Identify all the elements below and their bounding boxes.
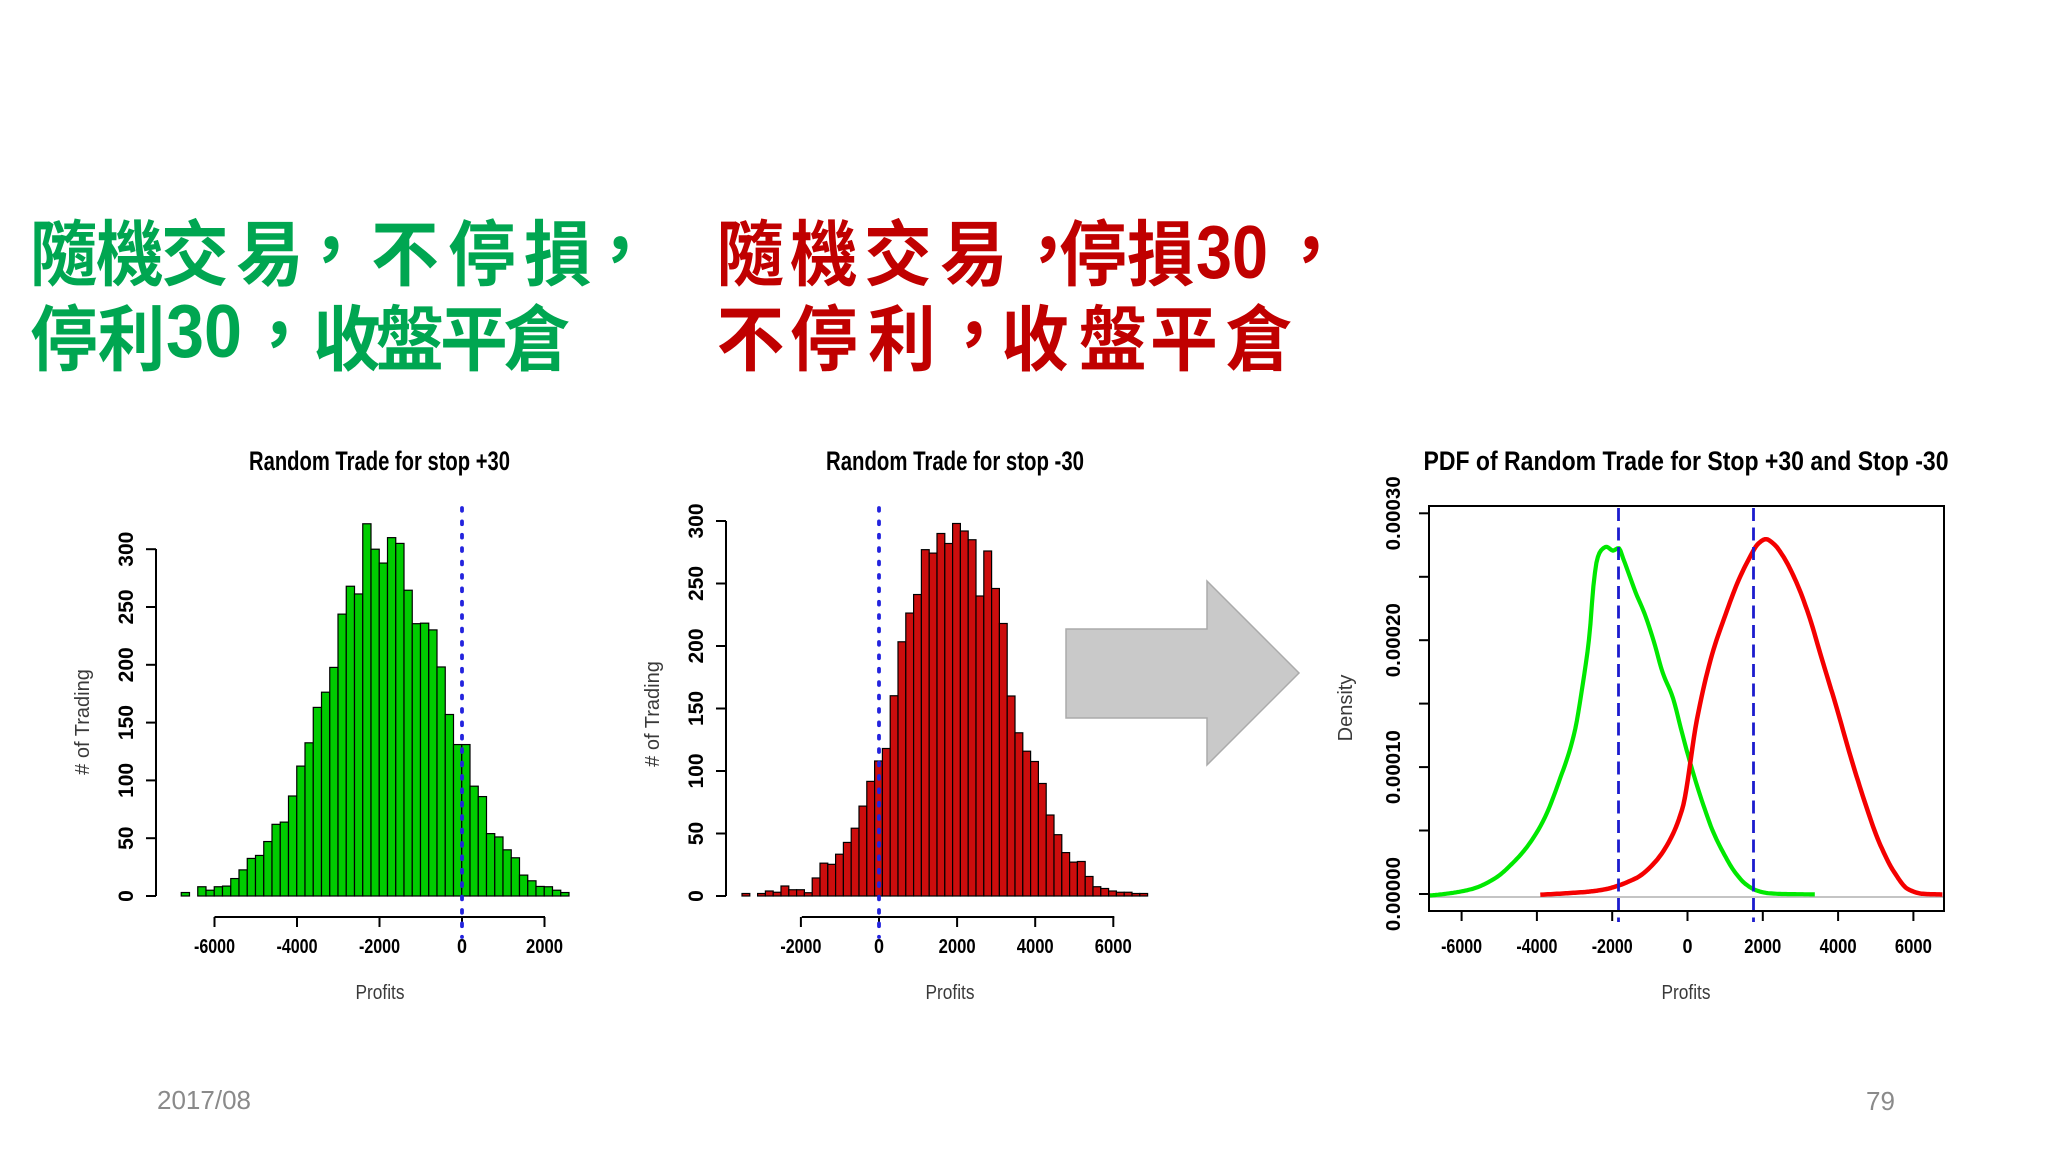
svg-text:Profits: Profits [926,982,975,1004]
svg-text:Random Trade for stop -30: Random Trade for stop -30 [826,446,1084,476]
svg-text:# of Trading: # of Trading [72,669,94,775]
svg-text:6000: 6000 [1895,935,1932,958]
svg-text:6000: 6000 [1095,935,1132,958]
svg-text:2000: 2000 [939,935,976,958]
svg-text:Profits: Profits [1662,982,1711,1004]
svg-text:0.00000: 0.00000 [1382,857,1405,931]
svg-text:0: 0 [874,935,884,958]
svg-text:200: 200 [685,628,708,663]
svg-text:150: 150 [115,705,138,740]
svg-text:30: 30 [1196,210,1268,294]
svg-text:# of Trading: # of Trading [642,661,664,767]
svg-text:-6000: -6000 [1441,935,1482,958]
svg-text:50: 50 [685,822,708,845]
svg-text:300: 300 [115,532,138,567]
svg-text:0: 0 [685,890,708,902]
svg-text:-2000: -2000 [780,935,821,958]
svg-text:30: 30 [166,289,242,373]
svg-text:100: 100 [115,763,138,798]
svg-text:2017/08: 2017/08 [157,1085,251,1115]
svg-text:2000: 2000 [526,935,563,958]
svg-text:0: 0 [457,935,467,958]
svg-text:0: 0 [1683,935,1693,958]
svg-text:PDF of Random Trade for Stop +: PDF of Random Trade for Stop +30 and Sto… [1424,446,1949,476]
svg-text:0: 0 [115,890,138,902]
svg-text:Profits: Profits [356,982,405,1004]
svg-text:79: 79 [1866,1086,1895,1116]
svg-text:-4000: -4000 [1516,935,1557,958]
svg-text:250: 250 [115,589,138,624]
svg-text:150: 150 [685,691,708,726]
svg-text:-2000: -2000 [1592,935,1633,958]
svg-text:100: 100 [685,753,708,788]
svg-text:250: 250 [685,566,708,601]
svg-text:0.00030: 0.00030 [1382,476,1405,550]
svg-text:300: 300 [685,503,708,538]
svg-text:0.00020: 0.00020 [1382,603,1405,677]
svg-text:2000: 2000 [1744,935,1781,958]
svg-text:50: 50 [115,827,138,850]
svg-text:0.00010: 0.00010 [1382,730,1405,804]
svg-text:200: 200 [115,647,138,682]
svg-text:4000: 4000 [1820,935,1857,958]
svg-text:-2000: -2000 [359,935,400,958]
svg-text:-6000: -6000 [194,935,235,958]
svg-text:Density: Density [1335,675,1357,742]
svg-text:4000: 4000 [1017,935,1054,958]
svg-text:-4000: -4000 [277,935,318,958]
svg-text:Random Trade for stop +30: Random Trade for stop +30 [249,446,510,476]
